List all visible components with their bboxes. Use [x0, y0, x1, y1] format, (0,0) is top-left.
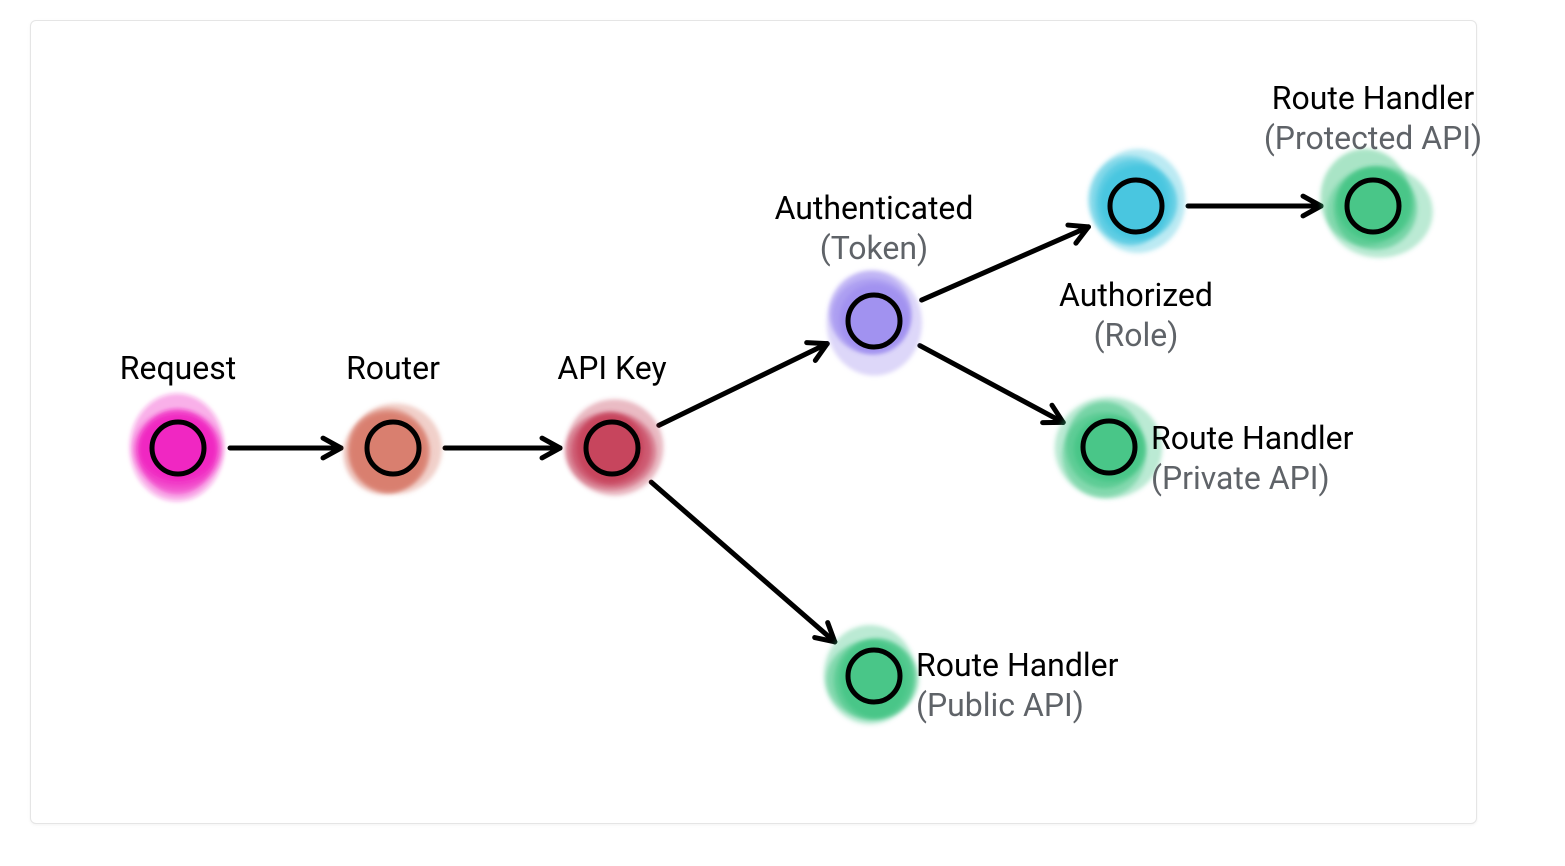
node-handler-public — [824, 625, 919, 724]
label-title: Authenticated — [734, 189, 1014, 229]
node-request — [130, 394, 224, 502]
label-router: Router — [313, 349, 473, 389]
label-subtitle: (Public API) — [916, 686, 1216, 726]
label-title: API Key — [522, 349, 702, 389]
label-title: Route Handler — [916, 646, 1216, 686]
node-authenticated — [827, 270, 922, 375]
edge-authenticated-to-handler-private — [920, 346, 1063, 423]
label-handler-public: Route Handler(Public API) — [916, 646, 1216, 726]
label-api-key: API Key — [522, 349, 702, 389]
label-title: Route Handler — [1223, 79, 1523, 119]
node-handler-protected — [1320, 149, 1432, 258]
label-authenticated: Authenticated(Token) — [734, 189, 1014, 269]
label-subtitle: (Protected API) — [1223, 119, 1523, 159]
label-handler-protected: Route Handler(Protected API) — [1223, 79, 1523, 159]
edge-api-key-to-handler-public — [651, 482, 835, 642]
label-title: Request — [88, 349, 268, 389]
label-subtitle: (Role) — [1016, 316, 1256, 356]
node-api-key — [565, 399, 663, 495]
label-subtitle: (Token) — [734, 229, 1014, 269]
label-title: Route Handler — [1151, 419, 1451, 459]
label-title: Router — [313, 349, 473, 389]
label-request: Request — [88, 349, 268, 389]
diagram-card: Request Router API Key Authenticated(Token)… — [30, 20, 1477, 824]
label-handler-private: Route Handler(Private API) — [1151, 419, 1451, 499]
node-router — [343, 403, 441, 494]
label-title: Authorized — [1016, 276, 1256, 316]
node-authorized — [1088, 149, 1185, 253]
node-handler-private — [1055, 397, 1163, 498]
label-authorized: Authorized(Role) — [1016, 276, 1256, 356]
label-subtitle: (Private API) — [1151, 459, 1451, 499]
